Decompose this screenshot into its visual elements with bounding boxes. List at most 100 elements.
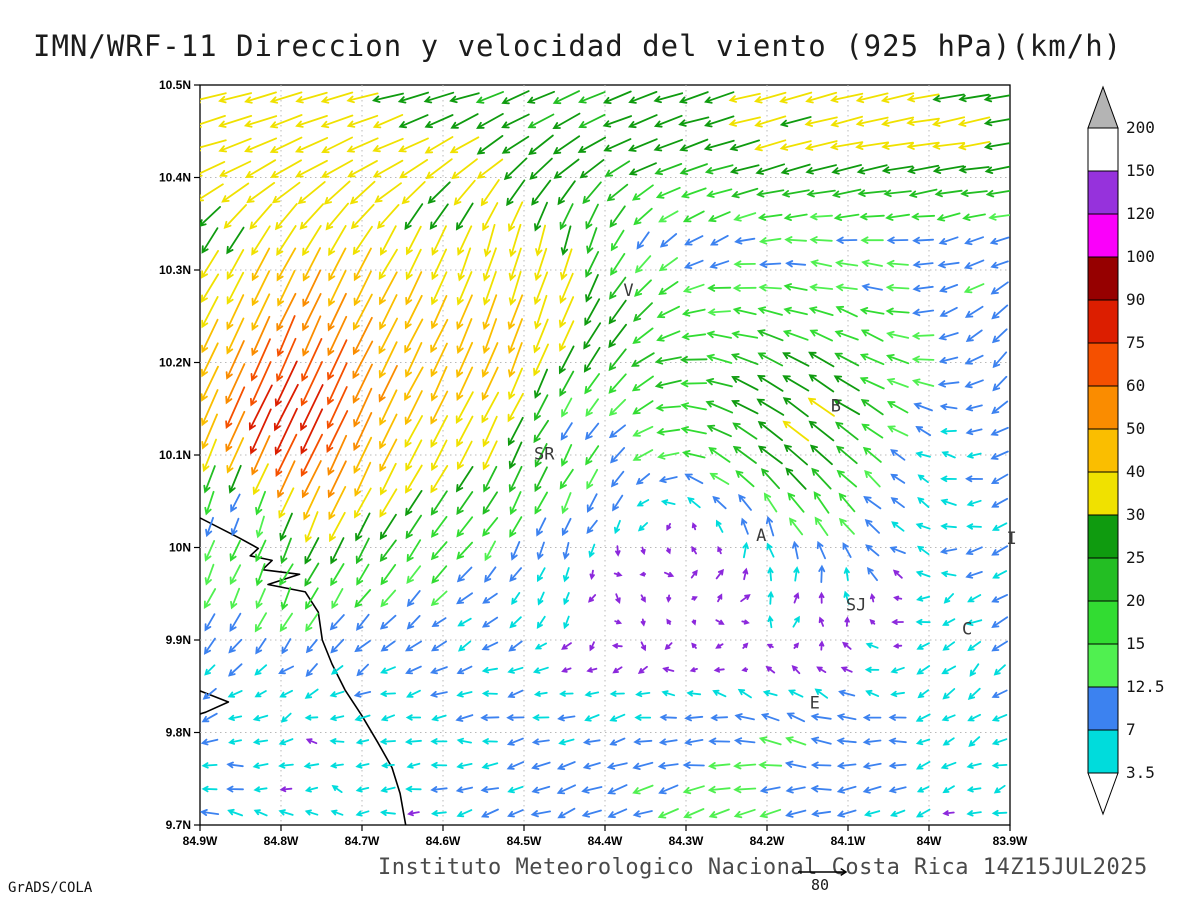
wind-vector — [226, 317, 245, 355]
plot-title: IMN/WRF-11 Direccion y velocidad del vie… — [33, 29, 1122, 63]
wind-vector — [633, 302, 653, 322]
wind-vector — [653, 114, 683, 128]
wind-vector — [640, 641, 647, 652]
wind-vector — [372, 114, 404, 129]
wind-vector — [888, 762, 907, 769]
wind-vector — [634, 714, 652, 721]
wind-vector — [328, 486, 347, 521]
wind-vector — [533, 271, 549, 306]
wind-vector — [916, 642, 930, 650]
reference-vector-arrow — [798, 867, 848, 877]
station-label-b: B — [831, 397, 841, 417]
wind-vector — [330, 665, 344, 675]
station-label-sj: SJ — [846, 595, 866, 615]
x-tick-label: 84.7W — [345, 834, 380, 848]
wind-vector — [204, 540, 216, 562]
wind-vector — [993, 664, 1006, 676]
wind-vector — [456, 440, 473, 471]
wind-vector — [584, 298, 601, 327]
colorbar-label: 75 — [1126, 333, 1145, 352]
y-axis-labels: 10.5N 10.4N 10.3N 10.2N 10.1N 10N 9.9N 9.8N 9.7N — [159, 78, 191, 832]
wind-vector — [833, 375, 860, 392]
wind-vector — [552, 90, 580, 105]
wind-vector — [225, 340, 245, 380]
wind-vector — [759, 260, 782, 269]
wind-vector — [560, 444, 573, 467]
wind-vector — [814, 688, 829, 699]
wind-vector — [481, 391, 500, 424]
y-tick-label: 10.5N — [159, 78, 191, 92]
wind-vector — [200, 115, 226, 128]
wind-vector — [430, 810, 447, 817]
wind-vector — [202, 687, 217, 700]
wind-vector — [534, 394, 549, 422]
wind-vector — [859, 377, 885, 390]
colorbar-segment — [1087, 600, 1119, 645]
wind-vector — [610, 470, 625, 488]
wind-vector — [276, 337, 297, 383]
wind-vector — [431, 617, 447, 627]
wind-vector — [942, 810, 955, 816]
wind-vector — [297, 181, 326, 205]
wind-vector — [584, 691, 600, 698]
x-tick-label: 84.8W — [264, 834, 299, 848]
wind-vector — [330, 809, 344, 816]
reference-vector-label: 80 — [811, 876, 829, 894]
wind-vector — [886, 354, 910, 365]
wind-vector — [938, 236, 959, 245]
wind-vector — [509, 491, 522, 516]
wind-vector — [829, 141, 864, 151]
wind-vector — [731, 376, 759, 391]
wind-vector — [276, 315, 296, 358]
wind-vector — [304, 786, 319, 793]
station-labels: V B SR A SJ C E I — [534, 281, 1017, 714]
wind-vector — [983, 142, 1010, 150]
wind-vector — [586, 519, 598, 534]
wind-vector — [666, 618, 672, 625]
wind-vector — [349, 180, 376, 205]
wind-vector — [228, 738, 242, 745]
wind-vector — [201, 342, 219, 378]
wind-vector — [965, 329, 983, 342]
wind-vector — [679, 138, 709, 152]
wind-vector — [203, 637, 216, 655]
wind-vector — [886, 378, 909, 388]
wind-vector — [779, 116, 812, 128]
wind-vector — [204, 613, 216, 632]
reference-vector: 80 — [798, 867, 848, 894]
wind-vector — [991, 689, 1008, 698]
wind-vector — [860, 399, 884, 416]
wind-vector — [985, 189, 1010, 198]
wind-vector — [932, 93, 965, 103]
wind-vector — [481, 342, 499, 378]
wind-vector — [430, 666, 448, 675]
wind-vector — [557, 714, 576, 722]
wind-vector — [200, 92, 227, 104]
station-label-a: A — [756, 526, 766, 546]
wind-vector — [278, 809, 294, 816]
wind-vector — [990, 426, 1009, 436]
wind-vector — [915, 713, 931, 722]
wind-vector — [632, 784, 654, 795]
wind-vector — [398, 137, 429, 153]
station-label-i: I — [1006, 529, 1016, 549]
wind-vector — [321, 136, 353, 154]
wind-vector — [558, 320, 575, 352]
wind-vector — [836, 713, 857, 721]
wind-vector — [301, 338, 323, 382]
wind-vector — [831, 188, 862, 198]
wind-vector — [966, 523, 982, 530]
wind-vector — [861, 283, 883, 291]
wind-vector — [733, 260, 756, 268]
wind-vector — [756, 374, 784, 392]
wind-vector — [508, 441, 523, 470]
wind-vector — [275, 433, 298, 478]
wind-vector — [883, 189, 912, 198]
wind-vector — [405, 248, 422, 281]
colorbar-segment — [1087, 686, 1119, 731]
wind-vector — [781, 189, 810, 198]
wind-vector — [356, 563, 370, 586]
wind-vector — [509, 516, 523, 538]
wind-vector — [666, 594, 672, 603]
wind-vector — [302, 225, 322, 257]
